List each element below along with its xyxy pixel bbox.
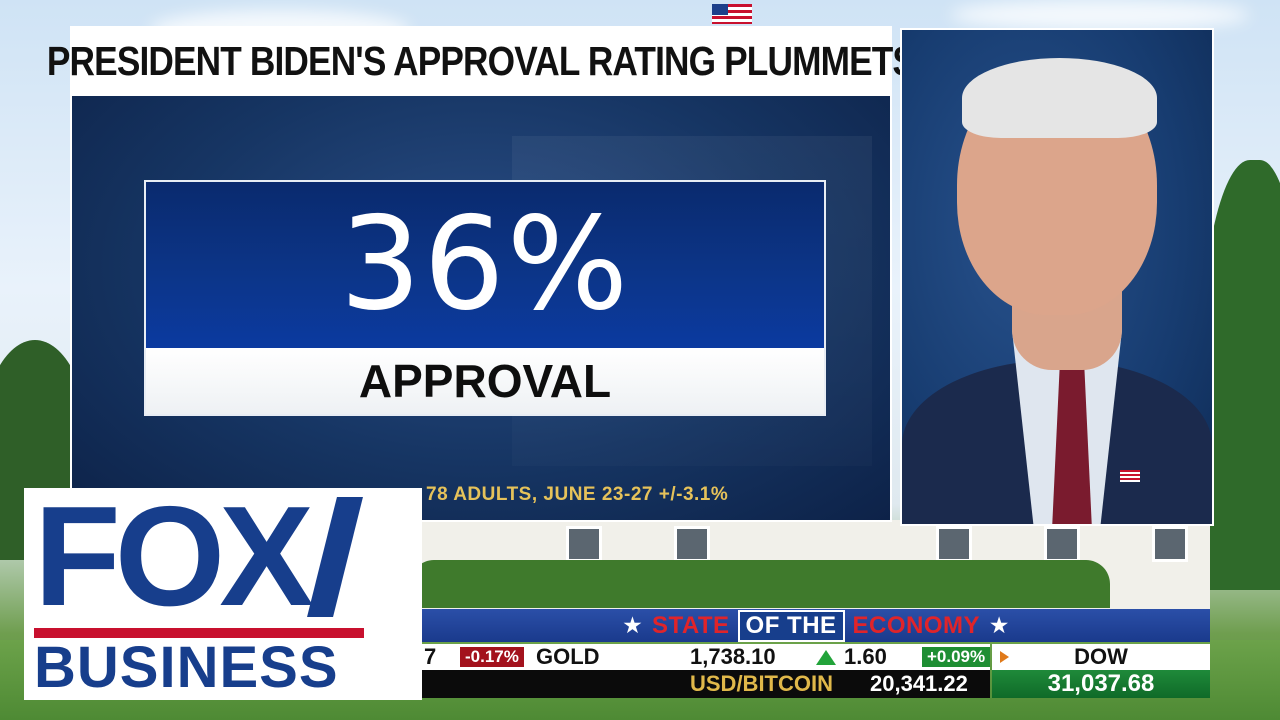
- ticker-row-gold: 7 -0.17% GOLD 1,738.10 1.60 +0.09%: [422, 644, 991, 670]
- approval-label: APPROVAL: [146, 348, 824, 414]
- window: [936, 526, 972, 562]
- flag-pin-icon: [1120, 470, 1140, 482]
- hedge: [410, 560, 1110, 608]
- ticker-title-mid: OF THE: [737, 609, 845, 642]
- star-icon: ★: [990, 615, 1009, 637]
- index-name: DOW: [1074, 644, 1128, 669]
- change-badge: +0.09%: [922, 644, 991, 670]
- ticker-header: ★ STATE OF THE ECONOMY ★: [422, 609, 1210, 642]
- ticker-price: 1,738.10: [690, 644, 776, 669]
- window: [566, 526, 602, 562]
- ticker-change: 1.60: [844, 644, 887, 669]
- cloud: [950, 0, 1250, 30]
- ticker-change-pct: +0.09%: [922, 647, 991, 667]
- ticker-name: USD/BITCOIN: [690, 671, 833, 696]
- hair: [962, 58, 1157, 138]
- ticker-row-bitcoin: USD/BITCOIN 20,341.22: [422, 670, 990, 698]
- window: [1044, 526, 1080, 562]
- window: [1152, 526, 1188, 562]
- prev-change-pct: -0.17%: [460, 647, 524, 667]
- up-triangle-icon: [816, 644, 836, 670]
- prev-fragment: 7: [424, 644, 437, 669]
- ticker-title-right: ECONOMY: [852, 611, 981, 639]
- ticker-name: GOLD: [536, 644, 600, 669]
- approval-value: 36%: [339, 190, 631, 339]
- poll-source-note: 78 ADULTS, JUNE 23-27 +/-3.1%: [426, 484, 729, 505]
- prev-change-badge: -0.17%: [460, 644, 524, 670]
- approval-graphic: PRESIDENT BIDEN'S APPROVAL RATING PLUMME…: [46, 26, 916, 522]
- stat-value-area: 36%: [146, 182, 824, 348]
- fox-business-logo: FOX BUSINESS: [24, 486, 422, 700]
- index-value: 31,037.68: [992, 670, 1210, 698]
- logo-business-text: BUSINESS: [34, 635, 339, 700]
- star-icon: ★: [623, 615, 642, 637]
- ticker-price: 20,341.22: [870, 671, 968, 696]
- headline: PRESIDENT BIDEN'S APPROVAL RATING PLUMME…: [46, 37, 916, 84]
- logo-fox-text: FOX: [34, 486, 414, 628]
- logo-fox-word: FOX: [34, 477, 314, 636]
- stat-panel: 36% APPROVAL: [72, 96, 890, 520]
- us-flag-icon: [712, 4, 752, 24]
- logo-slash: [306, 497, 363, 617]
- stat-box: 36% APPROVAL: [144, 180, 826, 416]
- logo-red-bar: [34, 628, 364, 638]
- president-photo: [900, 28, 1214, 526]
- window: [674, 526, 710, 562]
- index-box: DOW 31,037.68: [992, 644, 1210, 698]
- right-arrow-icon: [1000, 651, 1009, 663]
- ticker-title-left: STATE: [651, 611, 730, 639]
